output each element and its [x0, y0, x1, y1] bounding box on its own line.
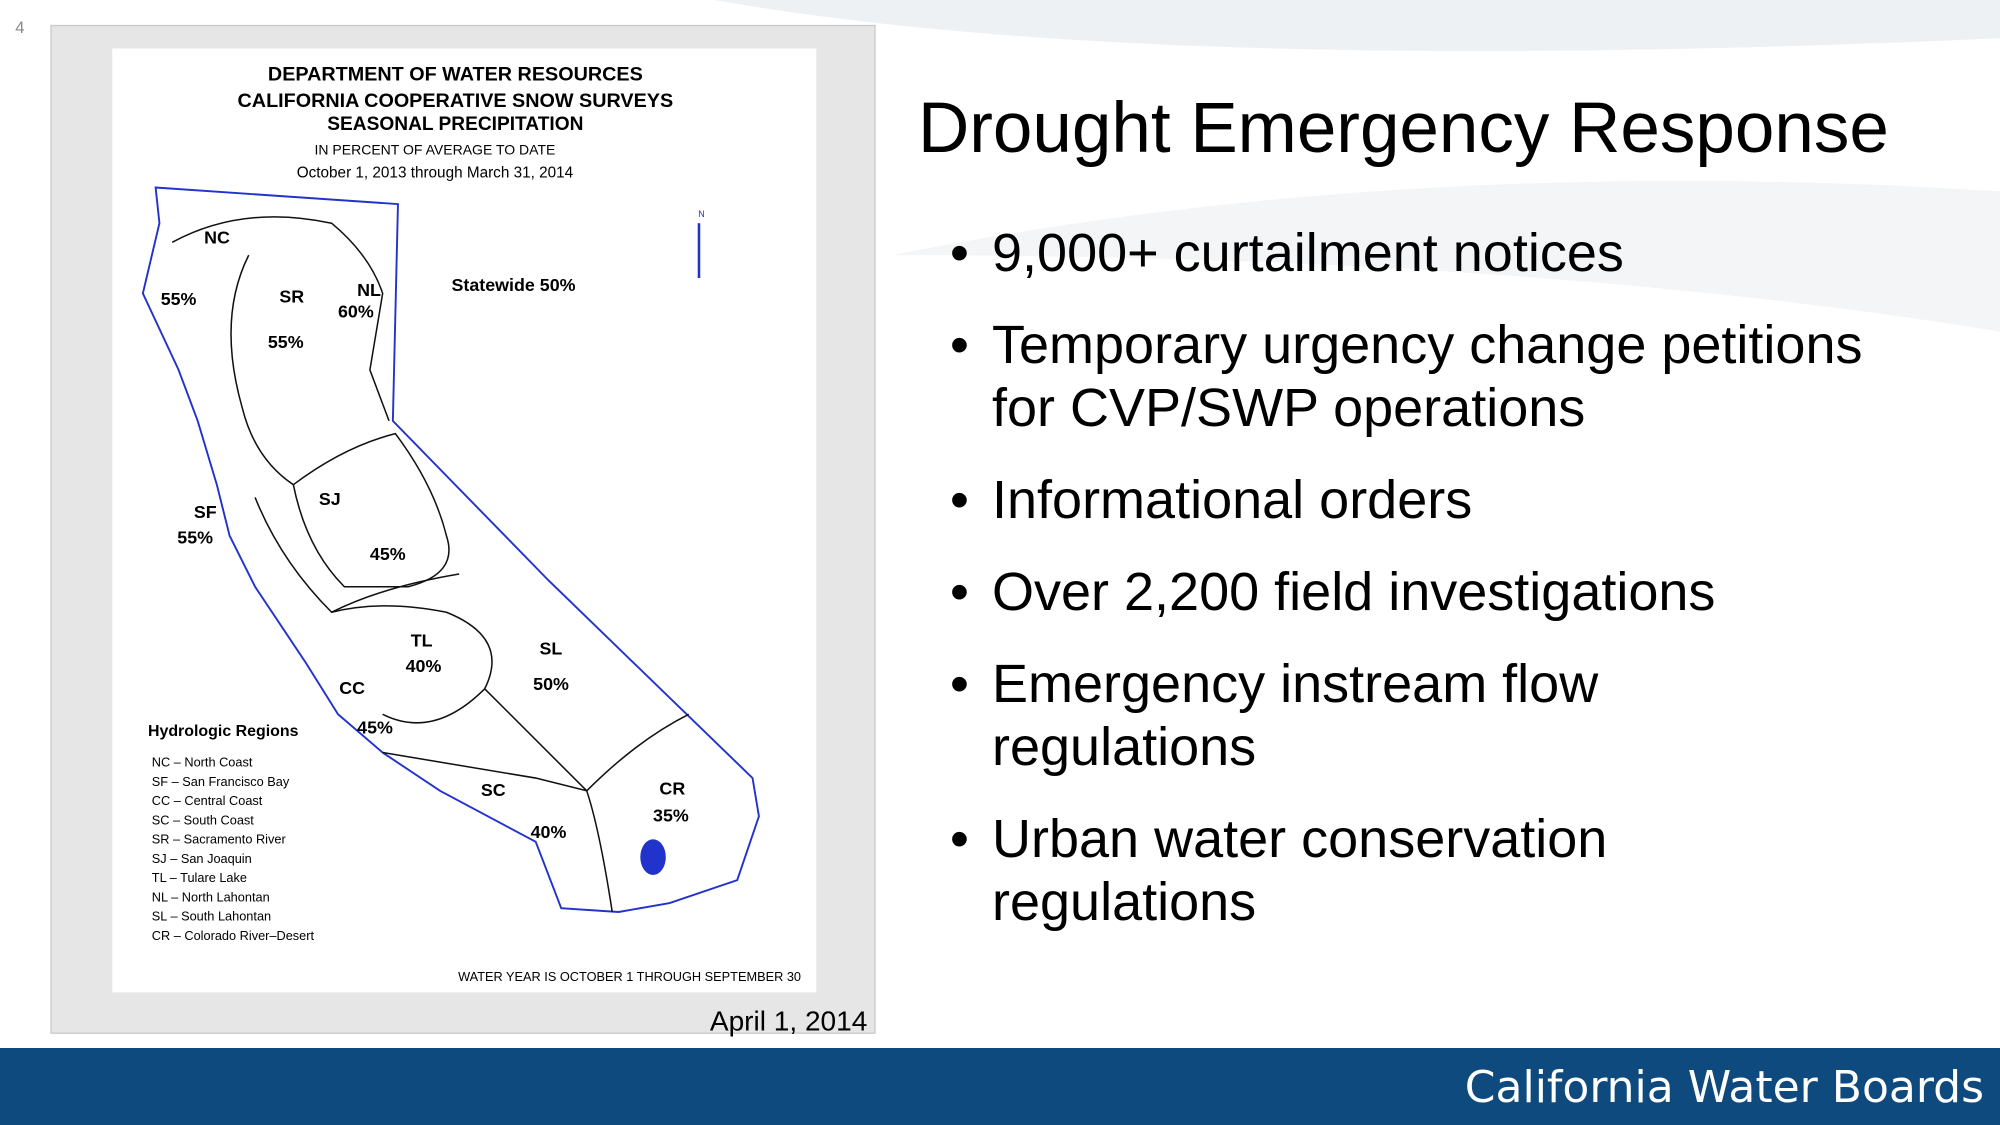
header-line: October 1, 2013 through March 31, 2014	[297, 164, 574, 181]
region-code: SR	[279, 286, 304, 306]
region-code: NL	[357, 280, 381, 300]
slide-number: 4	[15, 18, 24, 37]
legend-title: Hydrologic Regions	[148, 723, 299, 740]
bullet: Emergency instream flow regulations	[950, 653, 1870, 779]
region-percent: 45%	[370, 544, 406, 564]
header-line: DEPARTMENT OF WATER RESOURCES	[268, 63, 643, 85]
bullet-list: 9,000+ curtailment notices Temporary urge…	[950, 222, 1870, 963]
region-code: SF	[194, 502, 217, 522]
footer-brand: California Water Boards	[1464, 1062, 1984, 1113]
north-label: N	[698, 209, 704, 219]
region-percent: 40%	[531, 822, 567, 842]
bullet: Informational orders	[950, 469, 1870, 532]
header-line: SEASONAL PRECIPITATION	[327, 114, 583, 135]
bullet: Urban water conservation regulations	[950, 808, 1870, 934]
bullet: Over 2,200 field investigations	[950, 561, 1870, 624]
region-percent: 45%	[357, 717, 393, 737]
footer-bar: California Water Boards	[0, 1048, 2000, 1125]
region-code: SL	[540, 638, 563, 658]
legend-entry: SR – Sacramento River	[152, 832, 287, 847]
california-outline	[141, 186, 760, 913]
map-header: DEPARTMENT OF WATER RESOURCES CALIFORNIA …	[238, 63, 674, 181]
legend-entry: SJ – San Joaquin	[152, 851, 252, 866]
region-percent: 55%	[268, 332, 304, 352]
legend-entry: NC – North Coast	[152, 755, 253, 770]
legend-entry: NL – North Lahontan	[152, 889, 270, 904]
legend-entry: CR – Colorado River–Desert	[152, 928, 315, 943]
slide-title: Drought Emergency Response	[918, 89, 1889, 168]
legend-entry: SF – San Francisco Bay	[152, 774, 290, 789]
region-boundaries	[171, 216, 690, 913]
header-line: IN PERCENT OF AVERAGE TO DATE	[314, 141, 555, 157]
region-percent: 55%	[161, 289, 197, 309]
region-percent: 35%	[653, 805, 689, 825]
map-sheet	[112, 48, 817, 993]
region-code: NC	[204, 228, 230, 248]
region-code: TL	[411, 631, 433, 651]
legend-entry: TL – Tulare Lake	[152, 870, 247, 885]
map-footnote: WATER YEAR IS OCTOBER 1 THROUGH SEPTEMBE…	[458, 969, 801, 984]
region-code: SC	[481, 780, 506, 800]
legend: NC – North Coast SF – San Francisco Bay CC…	[152, 755, 315, 943]
map-caption: April 1, 2014	[710, 1006, 867, 1037]
statewide-label: Statewide 50%	[452, 275, 576, 295]
salton-sea	[640, 839, 666, 875]
legend-entry: CC – Central Coast	[152, 793, 263, 808]
header-line: CALIFORNIA COOPERATIVE SNOW SURVEYS	[238, 90, 674, 112]
bg-swoosh	[714, 0, 2000, 52]
region-percent: 55%	[177, 527, 213, 547]
legend-entry: SL – South Lahontan	[152, 909, 271, 924]
region-percent: 50%	[533, 674, 569, 694]
region-code: CC	[339, 678, 365, 698]
region-percent: 60%	[338, 302, 374, 322]
bullet: Temporary urgency change petitions for C…	[950, 314, 1870, 440]
region-code: SJ	[319, 489, 341, 509]
bullet: 9,000+ curtailment notices	[950, 222, 1870, 285]
legend-entry: SC – South Coast	[152, 812, 255, 827]
region-code: CR	[659, 779, 685, 799]
region-percent: 40%	[406, 656, 442, 676]
